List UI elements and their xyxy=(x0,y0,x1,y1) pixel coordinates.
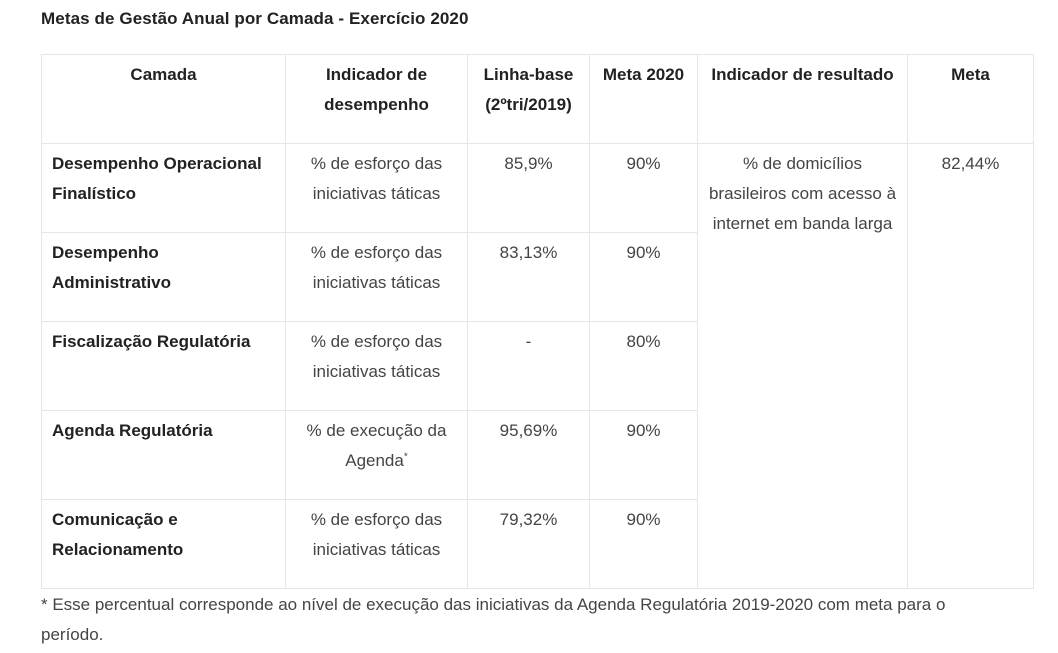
table-row: Desempenho Operacional Finalístico % de … xyxy=(41,143,1034,589)
meta-2020-cell: 80% xyxy=(589,321,698,411)
indicador-cell: % de esforço das iniciativas táticas xyxy=(285,143,468,233)
footnote-marker: * xyxy=(403,451,408,463)
camada-cell: Comunicação e Relacionamento xyxy=(41,499,286,589)
meta-2020-cell: 90% xyxy=(589,143,698,233)
indicador-text: % de execução da Agenda xyxy=(306,421,447,470)
indicador-text: % de esforço das iniciativas táticas xyxy=(310,154,443,203)
linha-base-cell: 79,32% xyxy=(467,499,590,589)
camada-cell: Desempenho Administrativo xyxy=(41,232,286,322)
header-meta: Meta xyxy=(907,54,1034,144)
table-row: Agenda Regulatória % de execução da Agen… xyxy=(41,410,1034,500)
header-meta-2020: Meta 2020 xyxy=(589,54,698,144)
indicador-text: % de esforço das iniciativas táticas xyxy=(310,243,443,292)
linha-base-cell: - xyxy=(467,321,590,411)
indicador-text: % de esforço das iniciativas táticas xyxy=(310,332,443,381)
meta-resultado-cell: 82,44% xyxy=(907,143,1034,589)
header-row: Camada Indicador de desempenho Linha-bas… xyxy=(41,54,1034,144)
camada-cell: Desempenho Operacional Finalístico xyxy=(41,143,286,233)
indicador-text: % de esforço das iniciativas táticas xyxy=(310,510,443,559)
meta-2020-cell: 90% xyxy=(589,232,698,322)
indicador-resultado-cell: % de domicílios brasileiros com acesso à… xyxy=(697,143,908,589)
meta-2020-cell: 90% xyxy=(589,499,698,589)
table-row: Desempenho Administrativo % de esforço d… xyxy=(41,232,1034,322)
goals-table: Camada Indicador de desempenho Linha-bas… xyxy=(41,54,1034,589)
linha-base-cell: 83,13% xyxy=(467,232,590,322)
indicador-cell: % de esforço das iniciativas táticas xyxy=(285,321,468,411)
table-row: Comunicação e Relacionamento % de esforç… xyxy=(41,499,1034,589)
camada-cell: Fiscalização Regulatória xyxy=(41,321,286,411)
table-row: Fiscalização Regulatória % de esforço da… xyxy=(41,321,1034,411)
linha-base-cell: 95,69% xyxy=(467,410,590,500)
indicador-cell: % de execução da Agenda* xyxy=(285,410,468,500)
table-title: Metas de Gestão Anual por Camada - Exerc… xyxy=(41,9,469,28)
indicador-cell: % de esforço das iniciativas táticas xyxy=(285,499,468,589)
camada-cell: Agenda Regulatória xyxy=(41,410,286,500)
indicador-cell: % de esforço das iniciativas táticas xyxy=(285,232,468,322)
header-indicador-resultado: Indicador de resultado xyxy=(697,54,908,144)
meta-2020-cell: 90% xyxy=(589,410,698,500)
linha-base-cell: 85,9% xyxy=(467,143,590,233)
header-camada: Camada xyxy=(41,54,286,144)
header-linha-base: Linha-base (2ºtri/2019) xyxy=(467,54,590,144)
footnote: * Esse percentual corresponde ao nível d… xyxy=(41,595,946,644)
header-indicador-desempenho: Indicador de desempenho xyxy=(285,54,468,144)
